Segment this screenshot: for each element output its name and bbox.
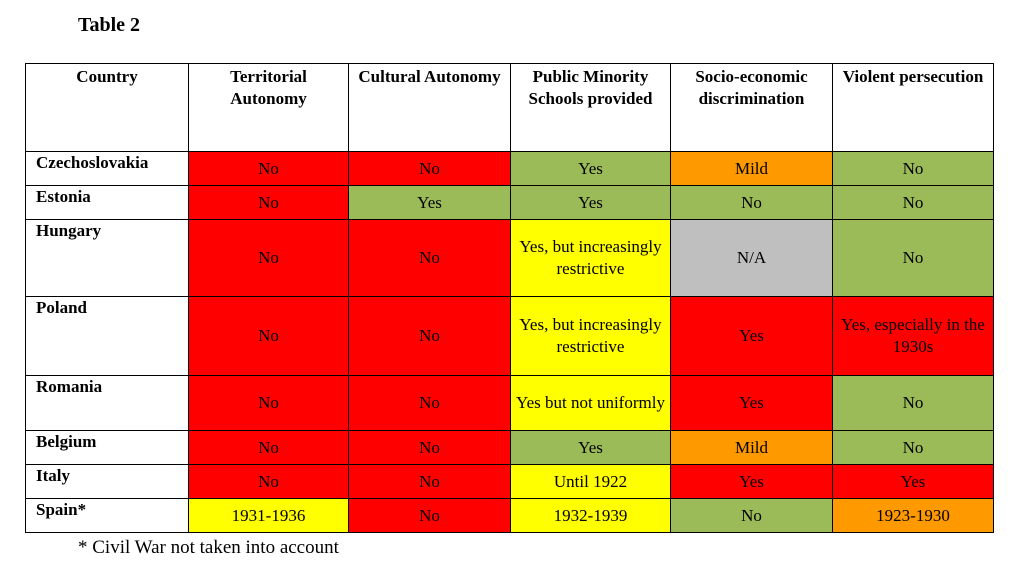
value-cell: No [832, 151, 994, 186]
value-cell: No [348, 430, 511, 465]
value-cell: No [348, 219, 511, 297]
value-cell: Yes [670, 464, 833, 499]
country-cell: Poland [25, 296, 189, 376]
value-cell: Yes but not uniformly [510, 375, 671, 431]
country-cell: Spain* [25, 498, 189, 533]
table-row: Estonia No Yes Yes No No [25, 185, 994, 220]
table-row: Czechoslovakia No No Yes Mild No [25, 151, 994, 186]
value-cell: Yes, but increasingly restrictive [510, 219, 671, 297]
value-cell: Yes [348, 185, 511, 220]
value-cell: Yes [510, 151, 671, 186]
value-cell: No [188, 151, 349, 186]
table-row: Hungary No No Yes, but increasingly restric… [25, 219, 994, 297]
value-cell: No [670, 498, 833, 533]
value-cell: No [348, 498, 511, 533]
value-cell: No [670, 185, 833, 220]
value-cell: No [188, 185, 349, 220]
value-cell: Yes [832, 464, 994, 499]
value-cell: No [188, 219, 349, 297]
column-header: Violent persecution [832, 63, 994, 152]
value-cell: Yes [670, 296, 833, 376]
value-cell: Yes, especially in the 1930s [832, 296, 994, 376]
value-cell: Mild [670, 430, 833, 465]
country-cell: Hungary [25, 219, 189, 297]
table-row: Romania No No Yes but not uniformly Yes No [25, 375, 994, 431]
value-cell: Yes [510, 430, 671, 465]
value-cell: No [348, 464, 511, 499]
value-cell: No [348, 375, 511, 431]
value-cell: No [188, 430, 349, 465]
footnote: * Civil War not taken into account [78, 537, 339, 558]
table-row: Italy No No Until 1922 Yes Yes [25, 464, 994, 499]
value-cell: No [832, 219, 994, 297]
minority-rights-table: Country Territorial Autonomy Cultural Auto… [25, 63, 994, 533]
header-row: Country Territorial Autonomy Cultural Auto… [25, 63, 994, 152]
value-cell: No [832, 430, 994, 465]
column-header: Country [25, 63, 189, 152]
value-cell: No [348, 151, 511, 186]
value-cell: N/A [670, 219, 833, 297]
country-cell: Estonia [25, 185, 189, 220]
value-cell: No [188, 464, 349, 499]
country-cell: Czechoslovakia [25, 151, 189, 186]
value-cell: 1923-1930 [832, 498, 994, 533]
value-cell: No [832, 185, 994, 220]
value-cell: 1932-1939 [510, 498, 671, 533]
country-cell: Italy [25, 464, 189, 499]
value-cell: Until 1922 [510, 464, 671, 499]
column-header: Territorial Autonomy [188, 63, 349, 152]
column-header: Public Minority Schools provided [510, 63, 671, 152]
table-row: Spain* 1931-1936 No 1932-1939 No 1923-1930 [25, 498, 994, 533]
country-cell: Romania [25, 375, 189, 431]
table-title: Table 2 [78, 14, 141, 36]
column-header: Cultural Autonomy [348, 63, 511, 152]
value-cell: No [188, 375, 349, 431]
country-cell: Belgium [25, 430, 189, 465]
column-header: Socio-economic discrimination [670, 63, 833, 152]
value-cell: No [832, 375, 994, 431]
value-cell: Yes [510, 185, 671, 220]
table-row: Poland No No Yes, but increasingly restrict… [25, 296, 994, 376]
value-cell: Yes, but increasingly restrictive [510, 296, 671, 376]
value-cell: No [188, 296, 349, 376]
value-cell: 1931-1936 [188, 498, 349, 533]
value-cell: Yes [670, 375, 833, 431]
value-cell: No [348, 296, 511, 376]
value-cell: Mild [670, 151, 833, 186]
table-row: Belgium No No Yes Mild No [25, 430, 994, 465]
